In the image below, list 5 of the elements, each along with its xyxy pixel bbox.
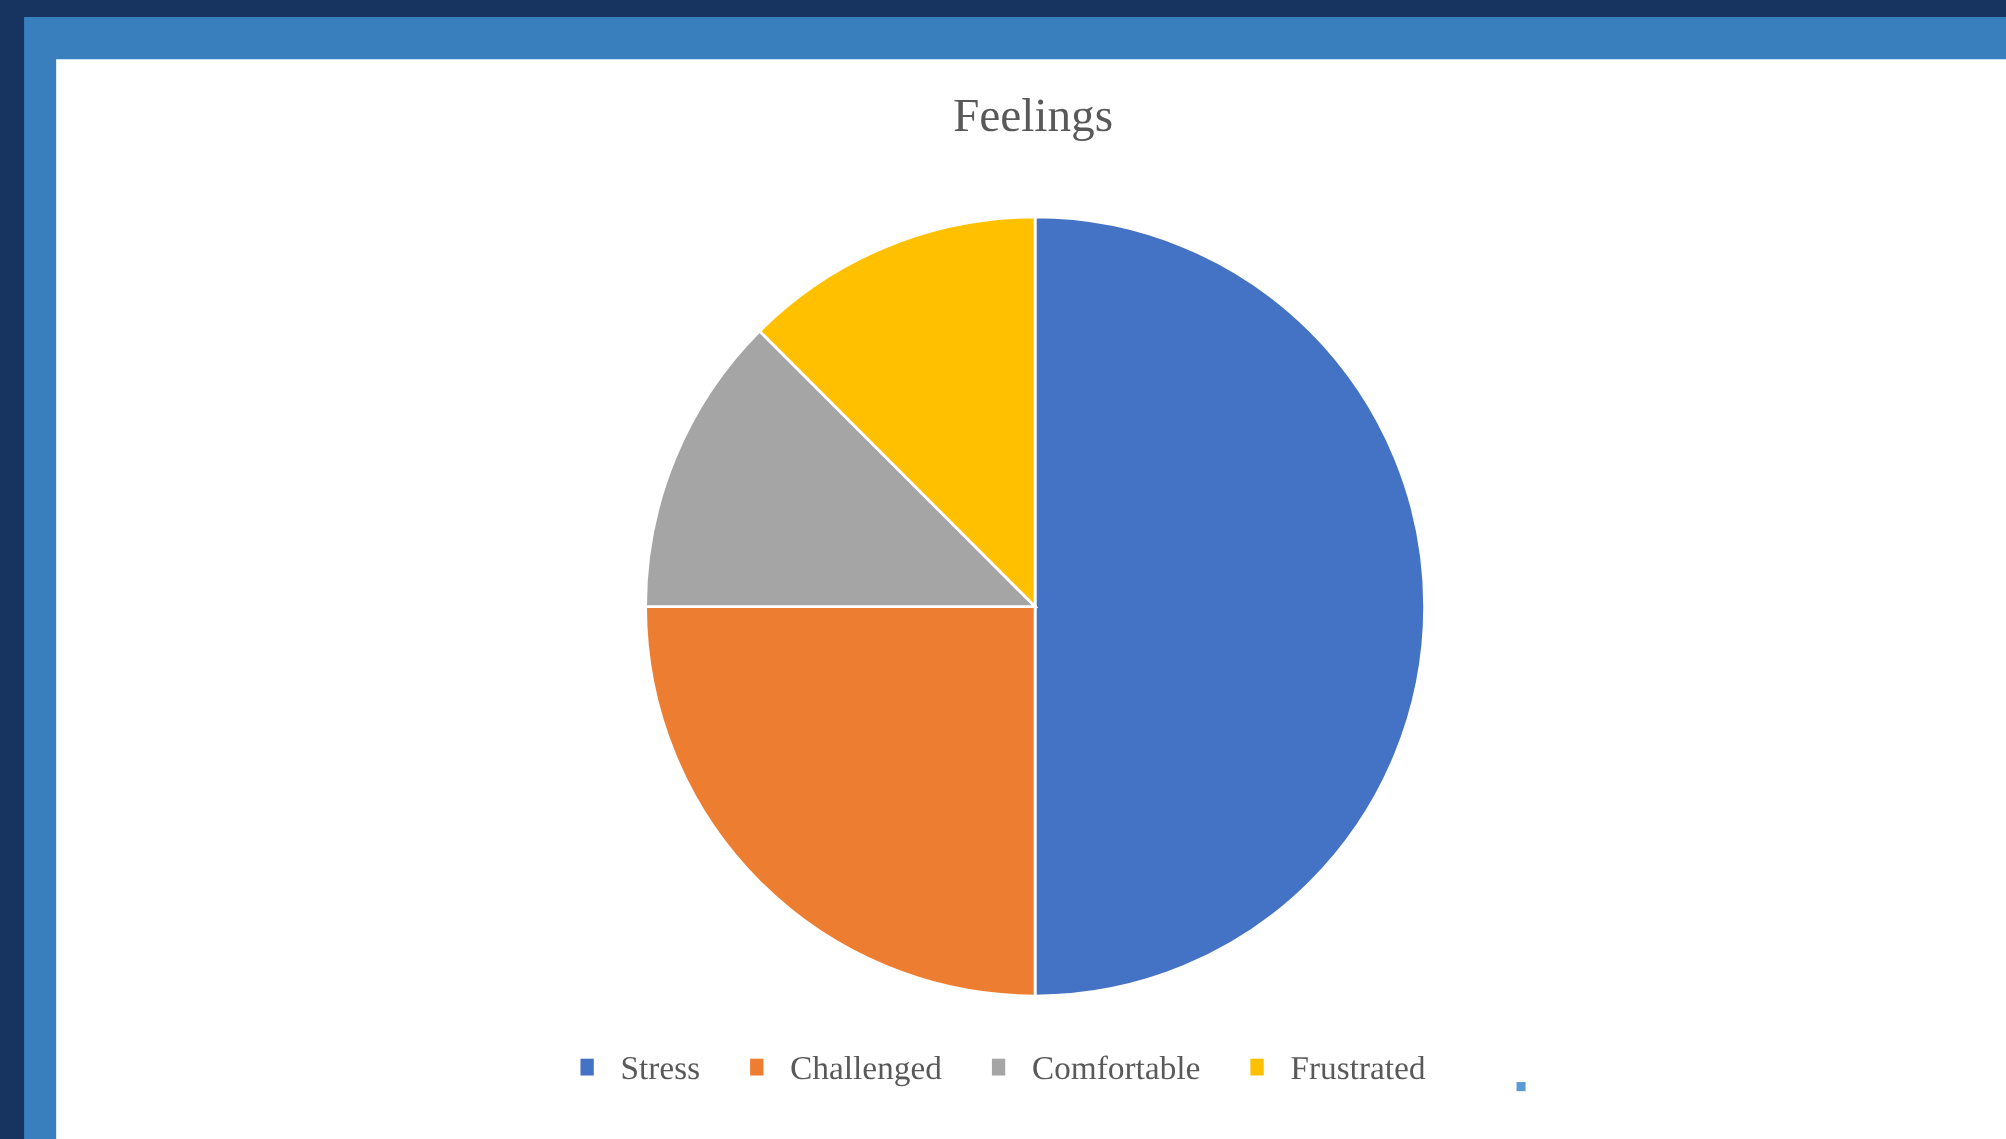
chart-title: Feelings [954, 98, 1112, 142]
legend-label: Stress [622, 1056, 699, 1080]
legend-label: Comfortable [1033, 1055, 1200, 1080]
legend-label: Frustrated [1291, 1055, 1426, 1080]
legend-label: Challenged [791, 1055, 942, 1087]
